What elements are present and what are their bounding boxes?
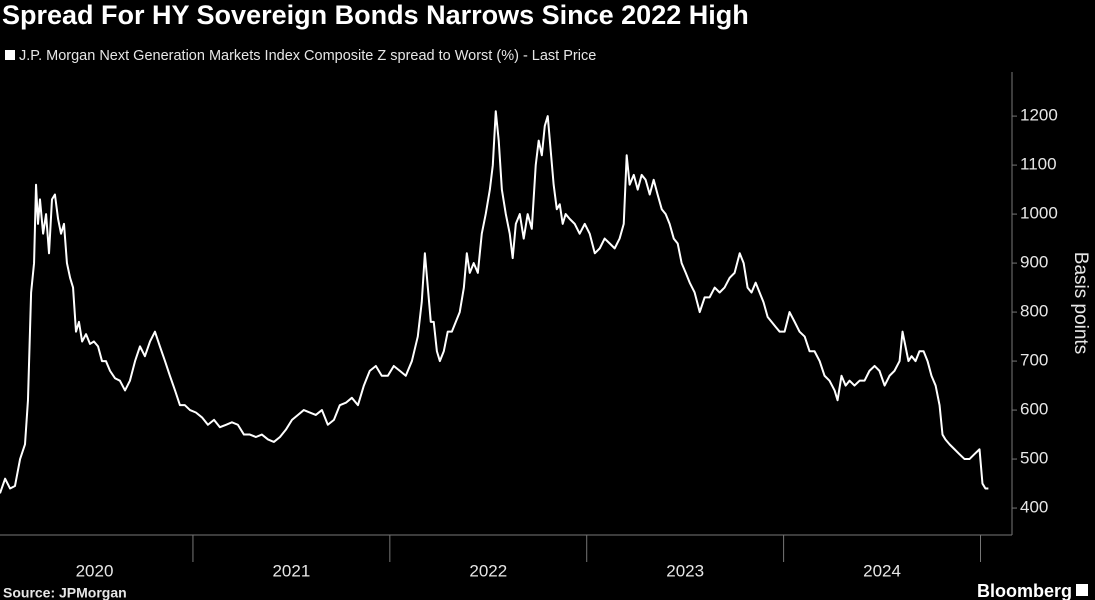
chart-title: Spread For HY Sovereign Bonds Narrows Si… [2, 0, 749, 30]
brand: Bloomberg [977, 581, 1072, 600]
x-tick-label: 2021 [272, 561, 310, 580]
x-tick-label: 2023 [666, 561, 704, 580]
line [0, 110, 989, 494]
x-tick-label: 2020 [76, 561, 114, 580]
x-tick-label: 2024 [863, 561, 901, 580]
legend-swatch [5, 50, 15, 60]
brand-icon [1076, 584, 1088, 596]
y-tick-label: 800 [1020, 302, 1048, 321]
y-tick-label: 600 [1020, 400, 1048, 419]
source: Source: JPMorgan [3, 585, 127, 600]
y-axis-label: Basis points [1070, 252, 1091, 354]
y-tick-label: 400 [1020, 498, 1048, 517]
y-tick-label: 700 [1020, 351, 1048, 370]
x-tick-label: 2022 [469, 561, 507, 580]
y-tick-label: 1000 [1020, 204, 1058, 223]
y-tick-label: 500 [1020, 449, 1048, 468]
y-tick-label: 1200 [1020, 106, 1058, 125]
y-tick-label: 900 [1020, 253, 1048, 272]
legend-label: J.P. Morgan Next Generation Markets Inde… [19, 48, 596, 64]
y-tick-label: 1100 [1020, 155, 1057, 174]
